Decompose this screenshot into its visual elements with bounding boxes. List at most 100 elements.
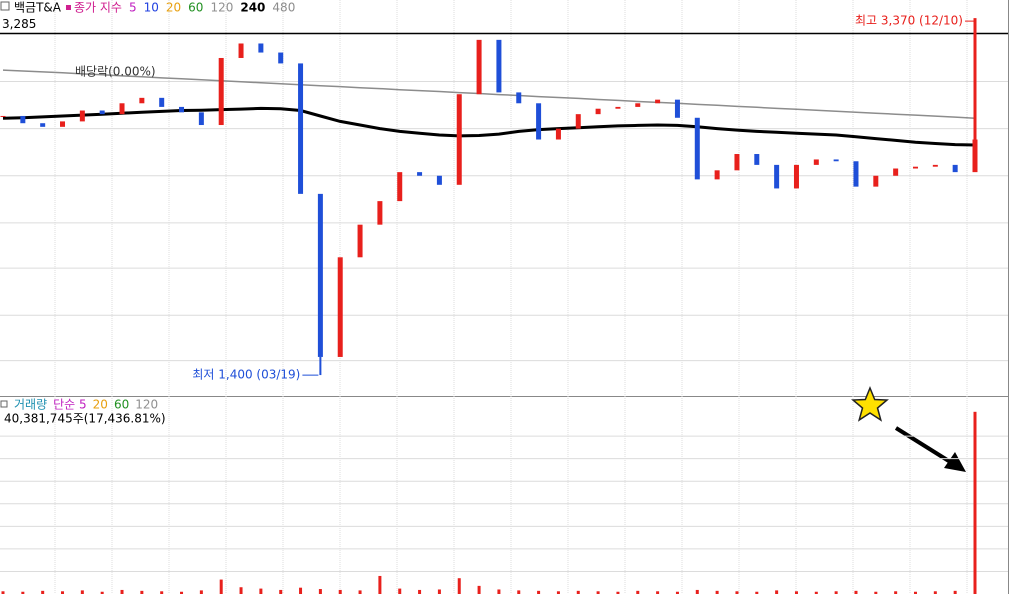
candle [536, 103, 542, 140]
volume-bar [854, 590, 858, 594]
candle [595, 108, 601, 115]
candle [793, 164, 799, 189]
volume-bar [199, 590, 203, 594]
volume-bar [517, 590, 521, 594]
volume-bar [398, 588, 402, 594]
volume-bar [953, 590, 957, 594]
candle [159, 97, 165, 107]
volume-bar [21, 591, 25, 594]
dividend-note: 배당락(0.00%) [75, 65, 156, 79]
candle [734, 154, 740, 171]
candle [278, 52, 284, 64]
legend-item: 120 [135, 398, 158, 412]
low-label: 최저 1,400 (03/19) [192, 368, 300, 382]
candle [79, 110, 85, 122]
volume-bar [933, 591, 937, 594]
candle [674, 99, 680, 118]
volume-bar [61, 591, 65, 594]
moving-average-line [2, 106, 976, 147]
candle [40, 123, 46, 127]
volume-bar [913, 591, 917, 594]
candle [555, 128, 561, 140]
volume-bar [140, 590, 144, 594]
candle [357, 224, 363, 258]
volume-bar [180, 591, 184, 594]
legend-item: 480 [272, 1, 295, 15]
candle [496, 39, 502, 93]
volume-bar [338, 589, 342, 594]
high-label: 최고 3,370 (12/10) [855, 14, 963, 28]
volume-bar [755, 591, 759, 594]
volume-bar [715, 590, 719, 594]
volume-bar [834, 591, 838, 594]
volume-bar [794, 591, 798, 594]
legend-item: 거래량 [14, 398, 47, 412]
volume-bar [318, 589, 322, 594]
volume-bar [576, 590, 580, 594]
volume-bar [874, 591, 878, 594]
candle [833, 159, 839, 162]
legend-item: 60 [188, 1, 203, 15]
pane-icon [0, 1, 10, 11]
candle [774, 164, 780, 189]
volume-bar [656, 591, 660, 594]
volume-bar [418, 589, 422, 594]
candle [60, 121, 66, 127]
candle [932, 164, 938, 167]
candle [20, 115, 26, 124]
volume-bar [675, 591, 679, 594]
volume-bar [497, 589, 501, 594]
candle [139, 97, 145, 104]
candle [952, 164, 958, 173]
volume-bar [437, 589, 441, 594]
candle [99, 110, 105, 115]
volume-bar [279, 589, 283, 594]
candle [198, 112, 204, 126]
candle [258, 43, 264, 53]
legend-item: 종가 지수 [74, 1, 122, 15]
volume-bar [537, 590, 541, 594]
volume-bar [735, 591, 739, 594]
candle [456, 94, 462, 185]
legend-item: 단순 5 [53, 398, 87, 412]
volume-bar [477, 585, 481, 594]
star-icon [851, 386, 889, 422]
volume-bar [299, 587, 303, 594]
legend-item: 20 [93, 398, 108, 412]
legend-item: 5 [129, 1, 137, 15]
candle [218, 57, 224, 126]
volume-bar [596, 591, 600, 594]
legend-item: 60 [114, 398, 129, 412]
volume-bar [636, 590, 640, 594]
candle [972, 139, 978, 173]
pane-icon [0, 400, 8, 408]
candle [436, 175, 442, 185]
candle [476, 39, 482, 95]
candle [615, 106, 621, 109]
volume-bar [358, 590, 362, 594]
legend-item: 20 [166, 1, 181, 15]
candle [377, 201, 383, 225]
volume-bar [973, 411, 977, 594]
volume-bar [616, 591, 620, 594]
candle [655, 99, 661, 104]
arrow-head [944, 452, 966, 472]
volume-bar [695, 589, 699, 594]
candle [298, 63, 304, 194]
volume-value-label: 40,381,745주(17,436.81%) [4, 412, 166, 426]
candle [575, 114, 581, 129]
candle [417, 172, 423, 176]
legend-item: 120 [210, 1, 233, 15]
reference-label: 3,285 [2, 17, 36, 31]
volume-bar [41, 590, 45, 594]
volume-bar [1, 591, 5, 594]
legend-item: 10 [144, 1, 159, 15]
candle [893, 168, 899, 176]
candle [714, 170, 720, 180]
candle [397, 172, 403, 202]
volume-bar [239, 587, 243, 594]
arrow-shaft [894, 426, 954, 465]
candle [238, 43, 244, 58]
legend-item: 240 [240, 1, 265, 15]
